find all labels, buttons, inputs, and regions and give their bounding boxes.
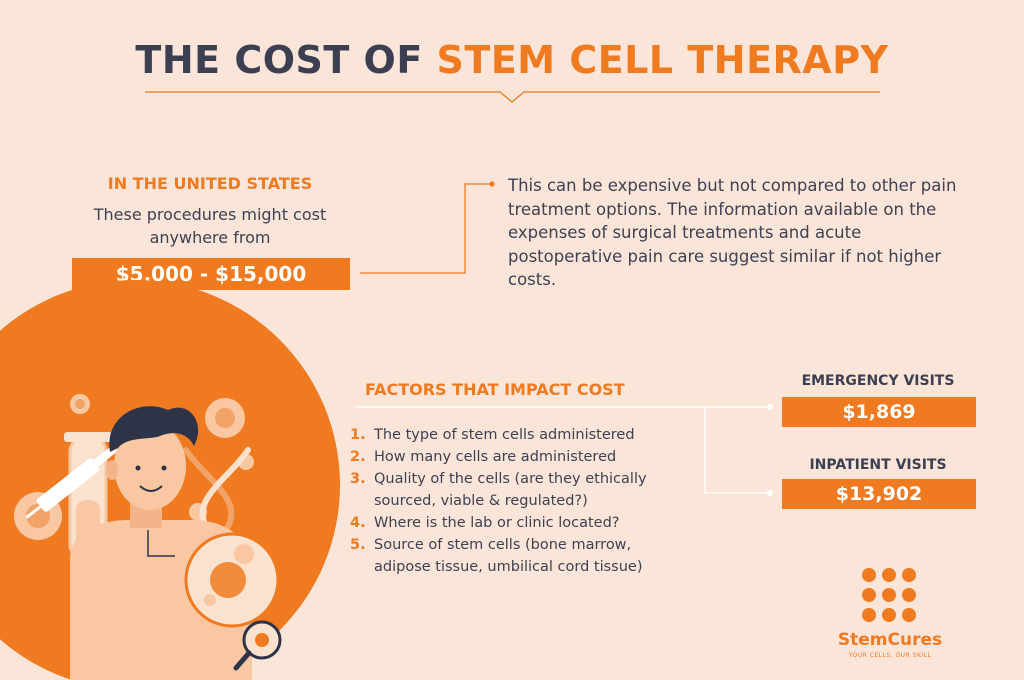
list-item: 3. Quality of the cells (are they ethica… [350,468,700,512]
factors-list: 1. The type of stem cells administered 2… [350,424,700,578]
list-item-text: The type of stem cells administered [374,424,635,446]
list-item-number: 1. [350,427,366,443]
title-part-1: THE COST OF [135,38,437,82]
list-item-line: Source of stem cells (bone marrow, [374,537,632,553]
price-range-badge: $5,000 - $15,000 [72,258,350,290]
dna-helix-icon [183,447,251,623]
inpatient-visits-value: $13,902 [782,479,976,509]
factors-heading: FACTORS THAT IMPACT COST [365,380,625,399]
syringe-icon [25,435,127,519]
inpatient-visits-label: INPATIENT VISITS [809,457,947,473]
list-item-number: 4. [350,515,366,531]
list-item: 2. How many cells are administered [350,446,700,468]
logo-tagline: YOUR CELLS. OUR SKILL [848,652,932,659]
magnifying-glass-icon [233,620,282,671]
list-item-line: How many cells are administered [374,449,617,465]
page-title: THE COST OF STEM CELL THERAPY [0,38,1024,82]
list-item-text: Quality of the cells (are they ethically… [374,468,647,512]
us-description-line-1: These procedures might cost [93,205,327,224]
person-icon [70,406,252,680]
test-tube-icon [64,432,112,562]
title-underline [145,91,880,103]
list-item-line: Where is the lab or clinic located? [374,515,620,531]
magnified-cell-icon [184,532,280,628]
list-item-line: sourced, viable & regulated?) [374,493,588,509]
us-description-line-2: anywhere from [149,228,271,247]
logo-dots-icon [862,568,918,622]
cell-icon [14,394,254,540]
logo-name: StemCures [837,630,943,650]
list-item-text: How many cells are administered [374,446,616,468]
list-item-number: 2. [350,449,366,465]
list-item-text: Where is the lab or clinic located? [374,512,619,534]
list-item: 1. The type of stem cells administered [350,424,700,446]
us-heading: IN THE UNITED STATES [107,174,313,193]
stemcures-logo: StemCures YOUR CELLS. OUR SKILL [820,568,960,659]
list-item-number: 3. [350,471,366,487]
explanation-paragraph: This can be expensive but not compared t… [508,176,957,289]
list-item: 5. Source of stem cells (bone marrow, adi… [350,534,700,578]
list-item-line: Quality of the cells (are they ethically [374,471,647,487]
list-item-line: adipose tissue, umbilical cord tissue) [374,559,643,575]
title-part-2: STEM CELL THERAPY [436,38,889,82]
list-item-text: Source of stem cells (bone marrow, adipos… [374,534,642,578]
emergency-visits-value: $1,869 [782,397,976,427]
us-description: These procedures might cost anywhere fro… [65,203,355,249]
emergency-visits-label: EMERGENCY VISITS [801,373,955,389]
list-item: 4. Where is the lab or clinic located? [350,512,700,534]
list-item-line: The type of stem cells administered [374,427,635,443]
list-item-number: 5. [350,537,366,553]
